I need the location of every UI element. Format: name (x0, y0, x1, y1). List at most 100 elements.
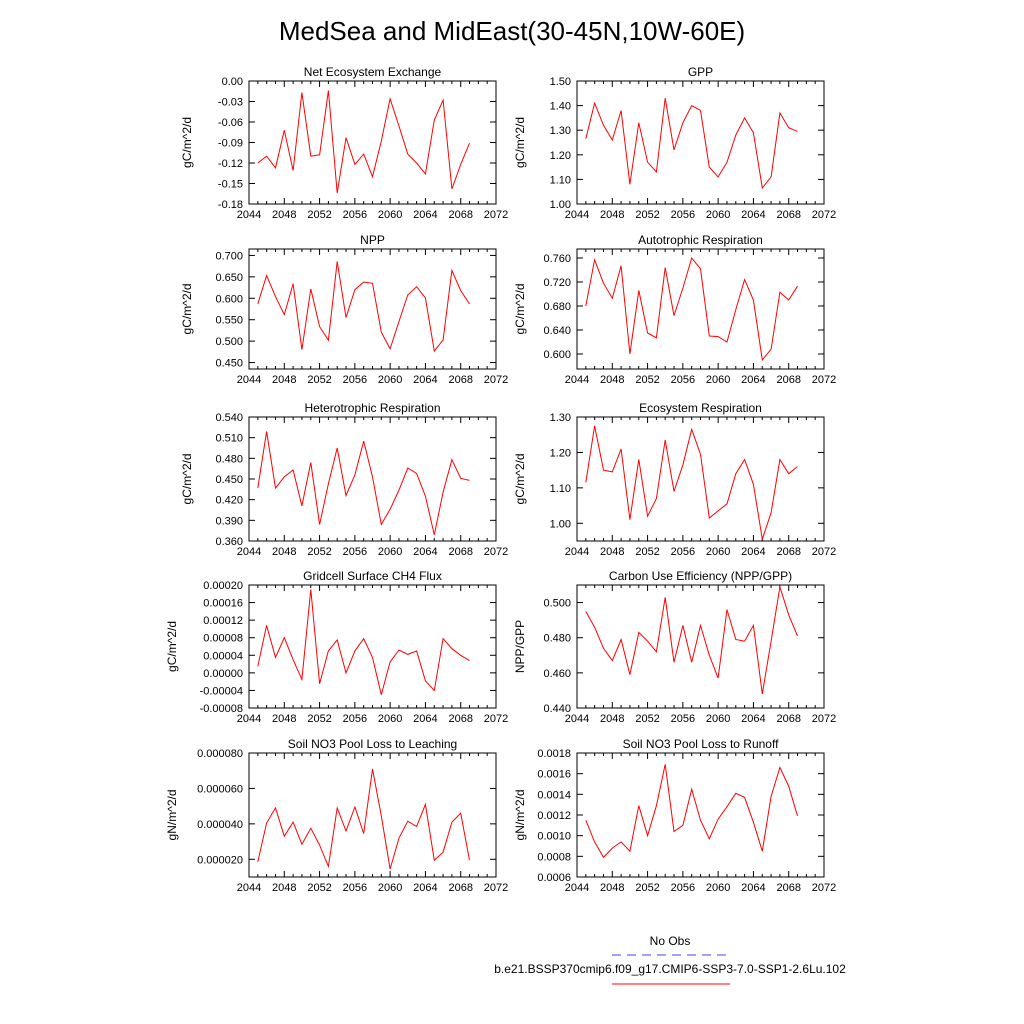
x-tick-label: 2068 (776, 374, 800, 386)
x-tick-label: 2052 (307, 713, 331, 725)
y-axis-label: gC/m^2/d (513, 117, 527, 168)
y-tick-label: 0.0018 (537, 748, 571, 760)
x-tick-label: 2064 (413, 374, 437, 386)
y-tick-label: 0.720 (543, 277, 571, 289)
x-tick-label: 2068 (448, 374, 472, 386)
x-tick-label: 2044 (565, 374, 589, 386)
y-tick-label: -0.00008 (200, 703, 243, 715)
series-line (585, 256, 798, 362)
y-tick-label: 0.420 (215, 495, 243, 507)
series-line (585, 425, 798, 540)
y-tick-label: 0.500 (215, 336, 243, 348)
x-tick-label: 2044 (237, 209, 261, 221)
x-tick-label: 2044 (565, 546, 589, 558)
y-axis-label: gN/m^2/d (513, 790, 527, 841)
series-line (257, 768, 470, 870)
panel-6: Ecosystem Respiration gC/m^2/d 2044 2048 205… (513, 401, 836, 558)
x-tick-label: 2068 (448, 882, 472, 894)
y-axis-label: NPP/GPP (513, 620, 527, 673)
y-tick-label: 0.0012 (537, 810, 571, 822)
x-tick-label: 2072 (812, 546, 836, 558)
y-tick-label: 1.10 (550, 174, 571, 186)
series-line (585, 586, 798, 694)
plot-frame (248, 80, 497, 205)
y-tick-label: 0.760 (543, 253, 571, 265)
plot-frame (576, 584, 825, 709)
y-tick-label: 0.0008 (537, 851, 571, 863)
y-tick-label: -0.09 (218, 138, 243, 150)
x-tick-label: 2060 (378, 209, 402, 221)
x-tick-label: 2072 (484, 882, 508, 894)
x-tick-label: 2068 (776, 209, 800, 221)
x-tick-label: 2048 (600, 713, 624, 725)
y-tick-label: 0.000020 (197, 854, 243, 866)
panel-9: Soil NO3 Pool Loss to Leaching gN/m^2/d 20… (165, 737, 508, 894)
x-tick-label: 2044 (237, 713, 261, 725)
y-tick-label: 0.460 (543, 668, 571, 680)
plot-frame (576, 752, 825, 878)
panel-title: Net Ecosystem Exchange (304, 65, 442, 79)
y-tick-label: 0.510 (215, 433, 243, 445)
legend: No Obs b.e21.BSSP370cmip6.f09_g17.CMIP6-… (494, 934, 846, 985)
x-tick-label: 2056 (343, 882, 367, 894)
y-tick-label: 0.450 (215, 474, 243, 486)
y-tick-label: 1.20 (550, 150, 571, 162)
y-tick-label: 0.0014 (537, 789, 571, 801)
x-tick-label: 2052 (307, 209, 331, 221)
y-tick-label: 1.50 (550, 76, 571, 88)
panel-7: Gridcell Surface CH4 Flux gC/m^2/d 2044 204… (165, 569, 508, 725)
x-tick-label: 2052 (635, 209, 659, 221)
x-tick-label: 2052 (307, 374, 331, 386)
panel-title: Heterotrophic Respiration (304, 401, 440, 415)
legend-run-label: b.e21.BSSP370cmip6.f09_g17.CMIP6-SSP3-7.… (494, 962, 846, 976)
x-tick-label: 2072 (812, 882, 836, 894)
x-tick-label: 2064 (741, 546, 765, 558)
x-tick-label: 2068 (776, 713, 800, 725)
y-tick-label: 0.390 (215, 515, 243, 527)
x-tick-label: 2072 (484, 713, 508, 725)
x-tick-label: 2060 (706, 374, 730, 386)
x-tick-label: 2068 (776, 882, 800, 894)
y-tick-label: 0.440 (543, 703, 571, 715)
x-tick-label: 2060 (706, 209, 730, 221)
x-tick-label: 2060 (706, 882, 730, 894)
panel-title: Carbon Use Efficiency (NPP/GPP) (609, 569, 792, 583)
x-tick-label: 2052 (635, 374, 659, 386)
y-tick-label: 1.40 (550, 101, 571, 113)
y-tick-label: -0.18 (218, 199, 243, 211)
y-tick-label: 0.640 (543, 325, 571, 337)
y-tick-label: 1.30 (550, 412, 571, 424)
x-tick-label: 2044 (565, 713, 589, 725)
x-tick-label: 2060 (378, 713, 402, 725)
y-tick-label: 0.0006 (537, 872, 571, 884)
y-tick-label: 0.00020 (203, 580, 243, 592)
x-tick-label: 2056 (671, 209, 695, 221)
x-tick-label: 2044 (237, 546, 261, 558)
y-tick-label: 0.650 (215, 272, 243, 284)
x-tick-label: 2048 (272, 209, 296, 221)
y-tick-label: 1.00 (550, 199, 571, 211)
x-tick-label: 2048 (272, 713, 296, 725)
panel-2: GPP gC/m^2/d 2044 2048 2052 2056 2060 2064 2068 2… (513, 65, 836, 221)
x-tick-label: 2048 (272, 882, 296, 894)
x-tick-label: 2056 (671, 713, 695, 725)
x-tick-label: 2056 (343, 546, 367, 558)
y-axis-label: gN/m^2/d (165, 790, 179, 841)
y-axis-label: gC/m^2/d (513, 284, 527, 335)
x-tick-label: 2044 (565, 882, 589, 894)
x-tick-label: 2052 (307, 882, 331, 894)
x-tick-label: 2052 (307, 546, 331, 558)
plot-frame (248, 584, 497, 709)
plot-frame (576, 416, 825, 542)
y-tick-label: 0.680 (543, 301, 571, 313)
y-tick-label: 0.360 (215, 536, 243, 548)
x-tick-label: 2064 (413, 546, 437, 558)
panel-title: Ecosystem Respiration (639, 401, 762, 415)
y-tick-label: 0.000040 (197, 819, 243, 831)
x-tick-label: 2056 (671, 882, 695, 894)
x-tick-label: 2056 (671, 546, 695, 558)
y-tick-label: 0.00008 (203, 633, 243, 645)
x-tick-label: 2060 (378, 546, 402, 558)
series-line (257, 589, 470, 695)
